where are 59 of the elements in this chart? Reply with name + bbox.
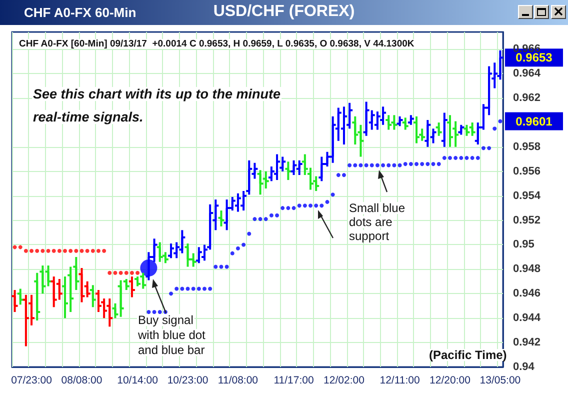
point [130,270,134,275]
chart-subtitle: CHF A0-FX 60-Min [24,5,136,20]
point [90,248,95,253]
y-tick-label: 0.964 [513,68,542,80]
x-tick-label: 10/14:00 [117,374,158,386]
x-tick-label: 08/08:00 [61,374,102,386]
annotation: and blue bar [138,343,205,357]
x-tick-label: 12/11:00 [380,374,420,386]
annotation: See this chart with its up to the minute [33,86,282,102]
point [96,248,100,253]
annotation: with blue dot [137,328,206,342]
point [63,248,68,253]
y-tick-label: 0.946 [513,288,541,300]
annotation: dots are [349,215,393,229]
point [24,248,28,253]
y-tick-label: 0.942 [513,336,541,349]
point [68,248,73,253]
y-tick-label: 0.958 [513,140,541,153]
point [102,248,106,253]
y-tick-label: 0.952 [513,214,541,226]
point [80,248,84,253]
x-tick-label: 13/05:00 [480,374,521,386]
annotation: CHF A0-FX [60-Min] 09/13/17 +0.0014 C 0.9653, H 0.9659, L 0.9635, O 0.9638, V 44.1300K [19,38,414,50]
annotation: real-time signals. [33,110,144,124]
point [40,248,45,253]
x-tick-label: 12/02:00 [324,374,365,386]
point [52,248,56,253]
point [113,270,118,275]
x-tick-label: 07/23:00 [11,374,52,386]
annotation: Buy signal [138,313,194,327]
x-tick-label: 12/20:00 [430,374,471,386]
x-tick-label: 11/08:00 [218,374,258,386]
point [124,270,128,275]
point [35,248,40,253]
y-tick-label: 0.956 [513,165,541,178]
y-tick-label: 0.95 [513,238,534,251]
x-tick-label: 11/17:00 [274,374,314,386]
annotation: Small blue [349,201,406,215]
point [18,245,22,250]
point [108,270,112,275]
y-tick-label: 0.954 [513,190,542,202]
point [57,248,62,253]
y-tick-label: 0.948 [513,263,541,276]
chart-title: USD/CHF (FOREX) [213,3,355,20]
annotation: (Pacific Time) [429,348,507,362]
text: 0.9601 [516,114,553,128]
point [118,270,123,275]
point [30,248,34,253]
x-tick-label: 10/23:00 [167,374,208,386]
y-tick-label: 0.944 [513,312,542,324]
annotation: support [349,229,390,243]
point [136,270,140,275]
y-tick-label: 0.94 [513,361,536,373]
text: 0.9653 [516,50,553,65]
y-tick-label: 0.962 [513,92,541,104]
point [12,245,17,250]
point [46,248,50,253]
point [74,248,78,253]
point [85,248,90,253]
